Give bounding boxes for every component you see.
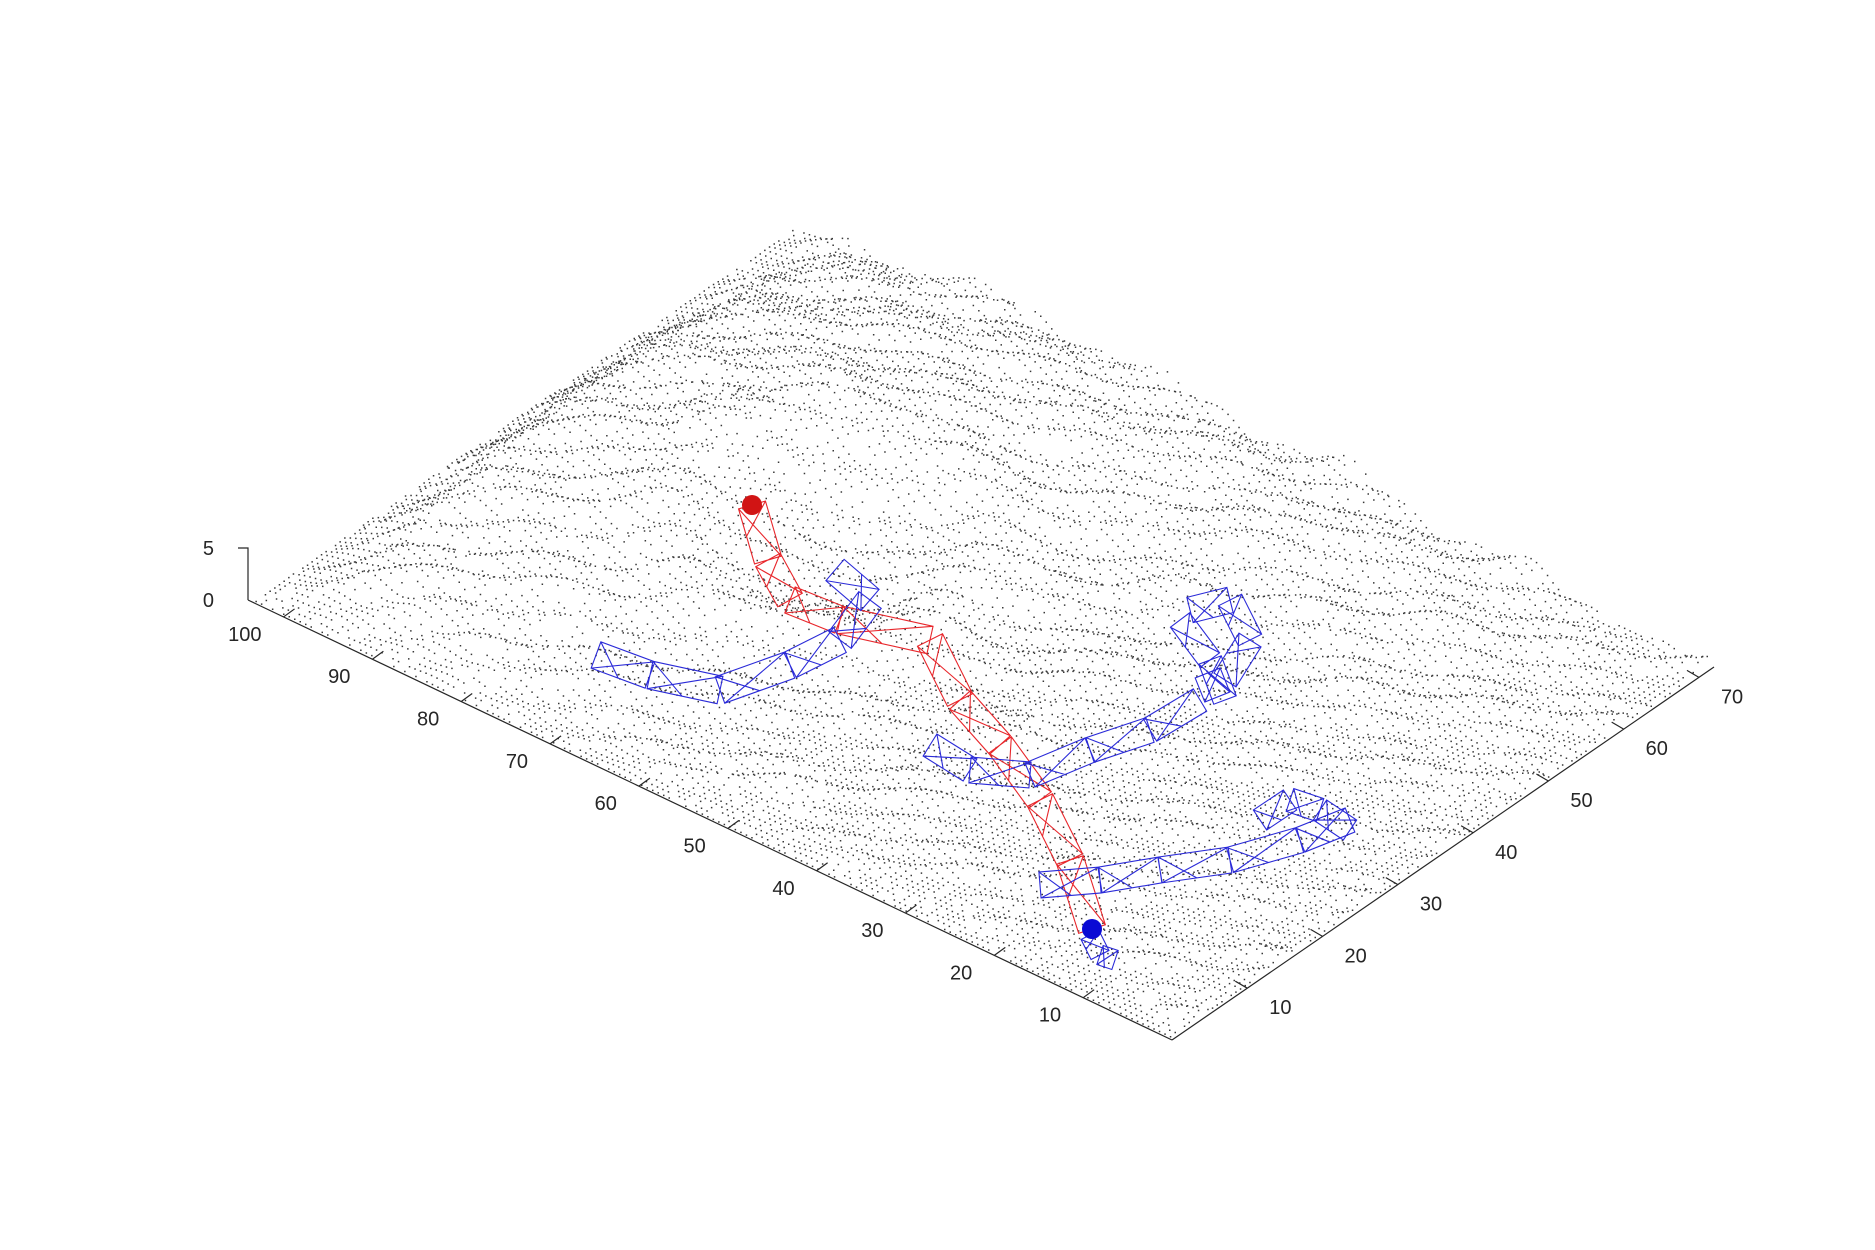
x-tick-label: 70 [1721, 686, 1743, 708]
x-tick-mark [1686, 669, 1700, 678]
red-path-network [737, 500, 1107, 934]
blue-path-segment [1038, 807, 1356, 899]
y-tick-mark [1082, 989, 1095, 999]
y-tick-mark [372, 650, 384, 660]
y-tick-label: 80 [417, 709, 439, 731]
x-tick-label: 40 [1495, 842, 1517, 864]
blue-path-segment [1080, 929, 1119, 971]
blue-goal-marker [1082, 919, 1102, 939]
y-tick-mark [905, 904, 917, 914]
y-tick-mark [283, 608, 295, 618]
x-tick-mark [1385, 877, 1399, 886]
y-tick-label: 60 [595, 793, 617, 815]
y-tick-mark [816, 862, 828, 872]
y-tick-label: 90 [328, 666, 350, 688]
y-tick-label: 70 [506, 751, 528, 773]
y-tick-mark [460, 693, 473, 703]
x-tick-label: 60 [1646, 738, 1668, 760]
y-tick-mark [993, 946, 1006, 956]
x-tick-mark [1234, 980, 1248, 989]
x-tick-label: 20 [1345, 945, 1367, 967]
x-tick-mark [1536, 773, 1549, 782]
blue-path-network [590, 558, 1358, 971]
terrain-point-cloud [255, 229, 1708, 1038]
x-ticks: 10 20 30 40 50 60 70 [1234, 669, 1743, 1019]
y-tick-label: 40 [772, 878, 794, 900]
red-start-marker [742, 495, 762, 515]
z-axis-line [238, 547, 249, 600]
blue-path-segment [922, 688, 1208, 789]
blue-path-segment [1169, 612, 1237, 705]
z-ticks: 05 [203, 538, 214, 612]
x-tick-mark [1460, 825, 1474, 834]
x-tick-label: 30 [1420, 894, 1442, 916]
x-tick-mark [1611, 721, 1624, 730]
y-tick-mark [727, 819, 740, 829]
y-tick-label: 50 [684, 835, 706, 857]
y-tick-label: 100 [228, 624, 261, 646]
y-tick-label: 30 [861, 920, 883, 942]
y-ticks: 10 20 30 40 50 60 70 80 90 100 [228, 608, 1095, 1027]
terrain-points [255, 229, 1708, 1038]
blue-path-segment [1252, 787, 1358, 841]
red-path-segment [737, 500, 1107, 934]
y-tick-label: 10 [1039, 1005, 1061, 1027]
z-tick-label: 0 [203, 590, 214, 612]
z-tick-label: 5 [203, 538, 214, 560]
y-tick-label: 20 [950, 962, 972, 984]
blue-path-segment [1186, 586, 1263, 703]
blue-path-segment [590, 558, 882, 705]
x-tick-mark [1310, 928, 1323, 937]
y-axis-line [247, 599, 1173, 1041]
y-tick-mark [638, 777, 651, 787]
x-tick-label: 10 [1269, 997, 1291, 1019]
y-tick-mark [549, 735, 562, 745]
x-tick-label: 50 [1570, 790, 1592, 812]
